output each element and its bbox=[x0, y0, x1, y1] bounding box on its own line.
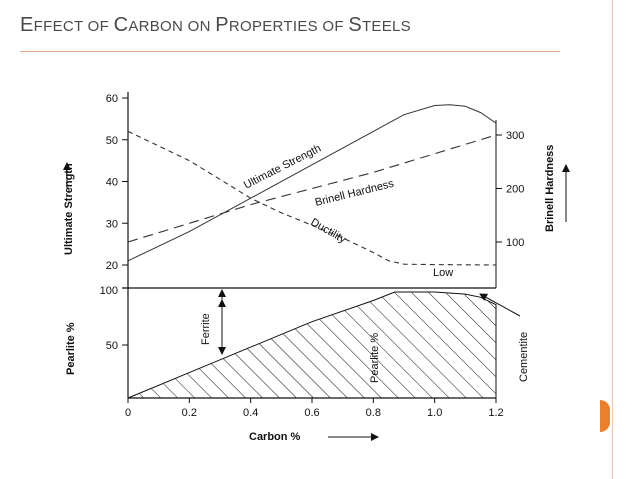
y-left-tick-label: 50 bbox=[106, 135, 118, 147]
annotation-ferrite: Ferrite bbox=[200, 313, 212, 345]
slide-accent-tab bbox=[600, 400, 610, 432]
series-label-ultimate-strength: Ultimate Strength bbox=[242, 142, 323, 191]
slide-title: EFFECT OF CARBON ON PROPERTIES OF STEELS bbox=[20, 14, 411, 37]
y-lower-tick-label: 50 bbox=[106, 340, 118, 352]
lower-panel-series bbox=[127, 289, 521, 399]
title-part: S bbox=[348, 14, 362, 36]
x-tick-label: 0.8 bbox=[366, 407, 381, 419]
y-axis-title-left: Ultimate Strength bbox=[63, 163, 75, 255]
title-part: FFECT OF bbox=[33, 18, 114, 35]
title-part: ROPERTIES OF bbox=[228, 18, 349, 35]
x-tick-label: 0.4 bbox=[243, 407, 258, 419]
x-tick-label: 1.0 bbox=[427, 407, 442, 419]
y-right-tick-label: 200 bbox=[506, 184, 524, 196]
series-label-brinell-hardness: Brinell Hardness bbox=[314, 178, 396, 209]
y-left-tick-label: 30 bbox=[106, 218, 118, 230]
x-axis-title: Carbon % bbox=[249, 431, 301, 443]
x-tick-label: 1.2 bbox=[488, 407, 503, 419]
upper-panel-series bbox=[127, 104, 497, 266]
y-axis-title-lower: Pearlite % bbox=[65, 322, 77, 375]
x-tick-label: 0.2 bbox=[182, 407, 197, 419]
annotation-cementite: Cementite bbox=[518, 332, 530, 382]
y-axis-title-right: Brinell Hardness bbox=[544, 145, 556, 232]
slide-border-line bbox=[612, 0, 613, 479]
title-part: C bbox=[113, 14, 129, 36]
title-underline bbox=[20, 51, 560, 52]
y-right-tick-label: 300 bbox=[506, 130, 524, 142]
annotation-low: Low bbox=[433, 267, 453, 279]
title-part: TEELS bbox=[361, 18, 411, 35]
annotation-pearlite: Pearlite % bbox=[369, 333, 381, 383]
y-left-tick-label: 40 bbox=[106, 177, 118, 189]
pearlite-hatched-area bbox=[127, 291, 497, 399]
series-line-ultimate-strength bbox=[127, 104, 497, 262]
y-lower-tick-label: 100 bbox=[100, 285, 118, 297]
title-part: P bbox=[215, 14, 229, 36]
series-label-ductility: Ductility bbox=[309, 216, 349, 246]
title-part: ARBON ON bbox=[128, 18, 216, 35]
x-tick-label: 0 bbox=[125, 407, 131, 419]
title-part: E bbox=[20, 14, 34, 36]
y-right-tick-label: 100 bbox=[506, 237, 524, 249]
x-tick-label: 0.6 bbox=[304, 407, 319, 419]
series-line-brinell-hardness bbox=[127, 134, 497, 243]
y-left-tick-label: 60 bbox=[106, 93, 118, 105]
series-line-ductility bbox=[127, 130, 497, 266]
y-left-tick-label: 20 bbox=[106, 260, 118, 272]
cementite-arrow bbox=[479, 293, 521, 317]
